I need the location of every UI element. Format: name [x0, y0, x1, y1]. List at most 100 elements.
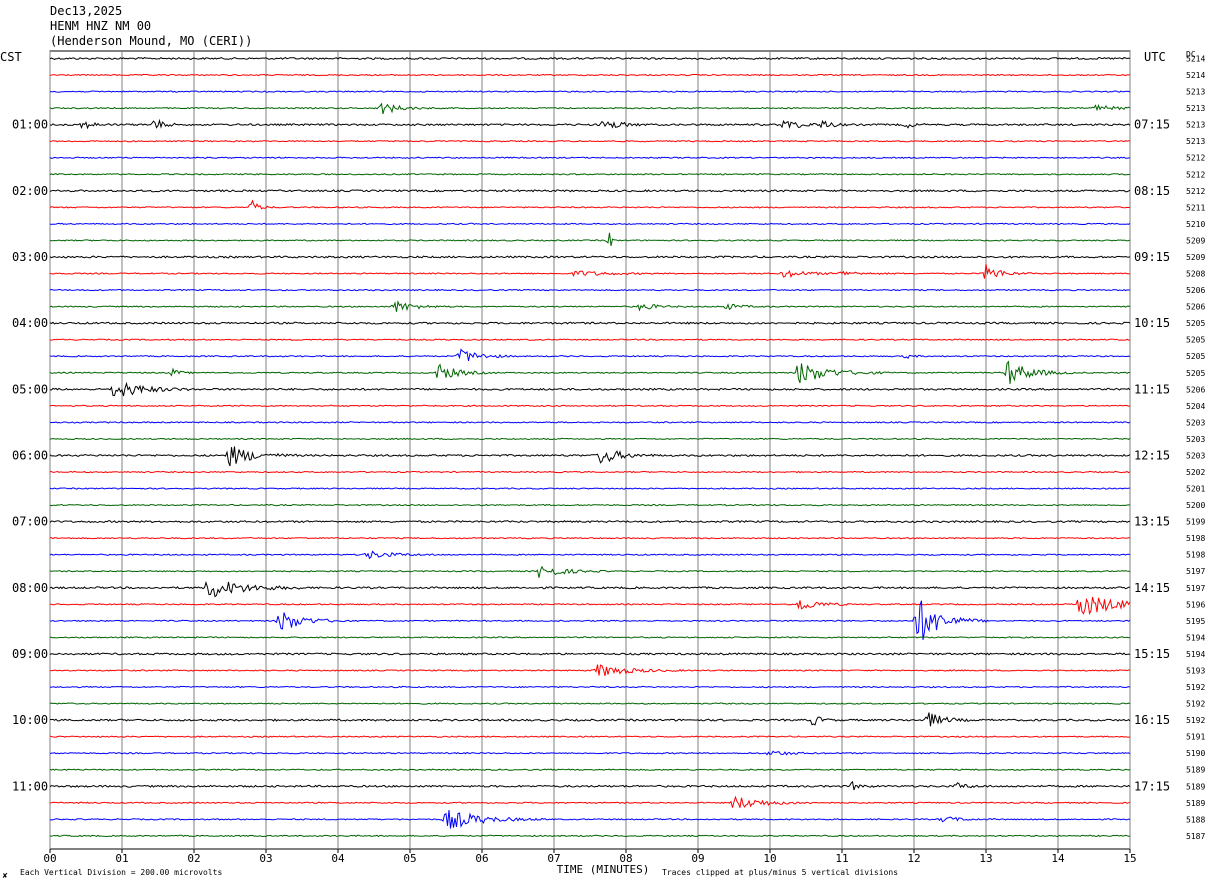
seismic-trace-line [49, 652, 1131, 656]
seismic-trace-line [49, 264, 1131, 279]
dc-offset-label: 5188 [1186, 815, 1205, 824]
x-tick-label: 00 [43, 852, 56, 865]
seismic-trace-line [49, 232, 1131, 247]
dc-offset-label: 5211 [1186, 203, 1205, 212]
scale-mark: ✘ [2, 872, 8, 880]
cst-hour-label: 02:00 [12, 184, 48, 198]
seismic-trace-line [49, 288, 1131, 292]
seismic-trace-line [49, 446, 1131, 467]
x-tick-label: 07 [547, 852, 560, 865]
dc-offset-label: 5191 [1186, 733, 1205, 742]
seismic-traces [49, 56, 1131, 838]
dc-offset-label: 5206 [1186, 286, 1205, 295]
dc-offset-label: 5214 [1186, 55, 1205, 64]
seismic-trace-line [49, 338, 1131, 341]
utc-hour-label: 10:15 [1134, 316, 1170, 330]
seismic-trace-line [49, 173, 1131, 176]
seismic-trace-line [49, 768, 1131, 771]
seismic-trace-line [49, 702, 1131, 705]
dc-offset-label: 5203 [1186, 451, 1205, 460]
dc-offset-label: 5189 [1186, 766, 1205, 775]
scale-note: Each Vertical Division = 200.00 microvol… [20, 868, 222, 877]
dc-offset-label: 5202 [1186, 468, 1205, 477]
seismic-trace-line [50, 664, 1131, 677]
dc-offset-label: 5200 [1186, 501, 1205, 510]
dc-offset-label: 5209 [1186, 253, 1205, 262]
dc-offset-label: 5203 [1186, 418, 1205, 427]
dc-offset-label: 5189 [1186, 799, 1205, 808]
seismic-trace-line [49, 222, 1131, 226]
x-tick-label: 03 [259, 852, 272, 865]
chart-grid [49, 50, 1131, 853]
dc-offset-label: 5213 [1186, 104, 1205, 113]
seismic-trace-line [49, 750, 1131, 756]
utc-hour-label: 12:15 [1134, 448, 1170, 462]
seismic-trace-line [49, 421, 1131, 424]
seismic-trace-line [50, 90, 1131, 93]
x-tick-label: 04 [331, 852, 345, 865]
seismic-trace-line [49, 360, 1130, 384]
x-tick-label: 12 [907, 852, 920, 865]
seismic-trace-line [49, 834, 1131, 838]
seismic-trace-line [49, 255, 1131, 259]
dc-offset-label: 5210 [1186, 220, 1205, 229]
seismic-trace-line [49, 487, 1131, 490]
x-tick-label: 05 [403, 852, 416, 865]
x-tick-label: 01 [115, 852, 128, 865]
seismic-trace-line [49, 550, 1131, 560]
seismic-trace-line [49, 437, 1131, 441]
dc-offset-label: 5205 [1186, 319, 1205, 328]
dc-offset-label: 5201 [1186, 485, 1205, 494]
seismic-trace-line [50, 596, 1131, 616]
utc-hour-label: 11:15 [1134, 382, 1170, 396]
seismic-trace-line [49, 348, 1131, 362]
dc-offset-label: 5197 [1186, 567, 1205, 576]
utc-hour-label: 08:15 [1134, 184, 1170, 198]
x-tick-label: 02 [187, 852, 200, 865]
cst-hour-label: 07:00 [12, 515, 48, 529]
cst-hour-label: 06:00 [12, 448, 48, 462]
dc-offset-label: 5204 [1186, 402, 1205, 411]
seismic-trace-line [49, 140, 1131, 143]
seismic-trace-line [49, 580, 1130, 598]
x-tick-label: 10 [763, 852, 776, 865]
dc-offset-label: 5214 [1186, 71, 1205, 80]
plot-frame [49, 50, 1131, 850]
seismic-trace-line [49, 189, 1131, 193]
cst-hour-label: 01:00 [12, 118, 48, 132]
header-station: HENM HNZ NM 00 [50, 19, 152, 33]
header-location: (Henderson Mound, MO (CERI)) [50, 34, 253, 48]
x-tick-label: 13 [979, 852, 992, 865]
dc-offset-label: 5213 [1186, 121, 1205, 130]
dc-offset-label: 5193 [1186, 666, 1205, 675]
dc-offset-label: 5213 [1186, 88, 1205, 97]
utc-hour-label: 14:15 [1134, 581, 1170, 595]
right-timezone-label: UTC [1144, 50, 1166, 64]
seismic-trace-line [49, 809, 1131, 829]
utc-hour-label: 09:15 [1134, 250, 1170, 264]
seismic-trace-line [49, 735, 1131, 738]
seismic-trace-line [49, 156, 1131, 159]
seismic-trace-line [49, 536, 1131, 540]
dc-offset-label: 5190 [1186, 749, 1205, 758]
dc-offset-label: 5212 [1186, 187, 1205, 196]
seismic-trace-line [49, 300, 1131, 312]
dc-offset-label: 5203 [1186, 435, 1205, 444]
cst-hour-label: 05:00 [12, 382, 48, 396]
dc-offset-label: 5187 [1186, 832, 1205, 841]
cst-hour-label: 08:00 [12, 581, 48, 595]
seismic-trace-line [49, 685, 1131, 689]
dc-offset-label: 5198 [1186, 534, 1205, 543]
dc-offset-label: 5194 [1186, 633, 1205, 642]
x-tick-label: 06 [475, 852, 488, 865]
cst-hour-label: 04:00 [12, 316, 48, 330]
x-axis-title: TIME (MINUTES) [557, 863, 650, 876]
cst-hour-label: 11:00 [12, 779, 48, 793]
dc-offset-label: 5192 [1186, 683, 1205, 692]
dc-offset-label: 5195 [1186, 617, 1205, 626]
dc-offset-label: 5198 [1186, 551, 1205, 560]
dc-offset-label: 5205 [1186, 369, 1205, 378]
dc-offset-label: 5206 [1186, 385, 1205, 394]
seismic-trace-line [49, 321, 1131, 325]
